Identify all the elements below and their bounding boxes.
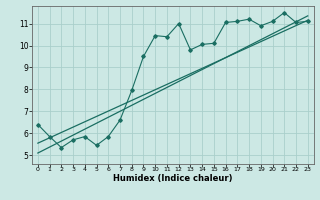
X-axis label: Humidex (Indice chaleur): Humidex (Indice chaleur) [113,174,233,183]
